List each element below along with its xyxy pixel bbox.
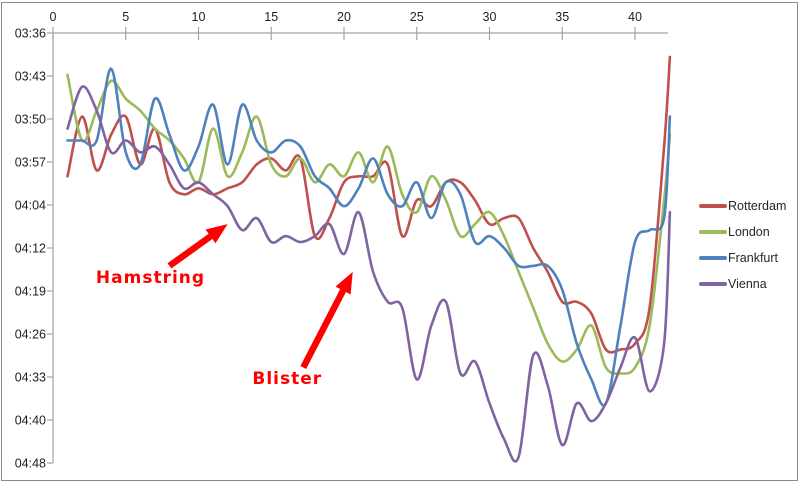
y-axis-tick-label: 04:12 bbox=[15, 242, 46, 256]
series-line-frankfurt bbox=[66, 67, 672, 407]
hamstring-arrow-shaft bbox=[167, 231, 216, 269]
x-axis-tick-label: 15 bbox=[264, 10, 278, 24]
y-axis-tick-label: 03:43 bbox=[15, 70, 46, 84]
blister-arrow-shaft bbox=[300, 285, 348, 369]
x-axis-tick-label: 5 bbox=[122, 10, 129, 24]
legend-item-frankfurt: Frankfurt bbox=[699, 245, 786, 271]
x-axis-tick-label: 20 bbox=[337, 10, 351, 24]
y-axis-tick-label: 03:36 bbox=[15, 27, 46, 41]
x-axis-tick-label: 25 bbox=[410, 10, 424, 24]
x-axis-tick-label: 40 bbox=[628, 10, 642, 24]
legend-item-rotterdam: Rotterdam bbox=[699, 193, 786, 219]
blister-arrow-head bbox=[335, 271, 353, 295]
x-axis-tick-label: 30 bbox=[483, 10, 497, 24]
y-axis-tick-label: 03:50 bbox=[15, 113, 46, 127]
annotation-blister: Blister bbox=[252, 369, 323, 390]
legend-item-vienna: Vienna bbox=[699, 271, 786, 297]
chart-border bbox=[1, 2, 798, 481]
legend-swatch-frankfurt bbox=[699, 256, 727, 260]
legend: Rotterdam London Frankfurt Vienna bbox=[699, 193, 786, 297]
y-axis-tick-label: 04:40 bbox=[15, 414, 46, 428]
x-axis-tick-label: 0 bbox=[50, 10, 57, 24]
hamstring-arrow-head bbox=[205, 224, 228, 244]
legend-label-rotterdam: Rotterdam bbox=[728, 199, 787, 213]
y-axis-tick-label: 03:57 bbox=[15, 156, 46, 170]
y-axis-tick-label: 04:26 bbox=[15, 328, 46, 342]
annotation-hamstring: Hamstring bbox=[95, 267, 206, 288]
legend-swatch-rotterdam bbox=[699, 204, 727, 208]
legend-label-london: London bbox=[728, 225, 770, 239]
series-line-vienna bbox=[66, 85, 672, 463]
y-axis-tick-label: 04:33 bbox=[15, 371, 46, 385]
legend-label-frankfurt: Frankfurt bbox=[728, 251, 779, 265]
x-axis-tick-label: 10 bbox=[192, 10, 206, 24]
x-axis-tick-label: 35 bbox=[555, 10, 569, 24]
y-axis-tick-label: 04:19 bbox=[15, 285, 46, 299]
legend-swatch-vienna bbox=[699, 282, 727, 286]
legend-label-vienna: Vienna bbox=[728, 277, 767, 291]
y-axis-tick-label: 04:48 bbox=[15, 457, 46, 471]
series-line-london bbox=[66, 73, 672, 375]
y-axis-tick-label: 04:04 bbox=[15, 199, 46, 213]
legend-item-london: London bbox=[699, 219, 786, 245]
legend-swatch-london bbox=[699, 230, 727, 234]
